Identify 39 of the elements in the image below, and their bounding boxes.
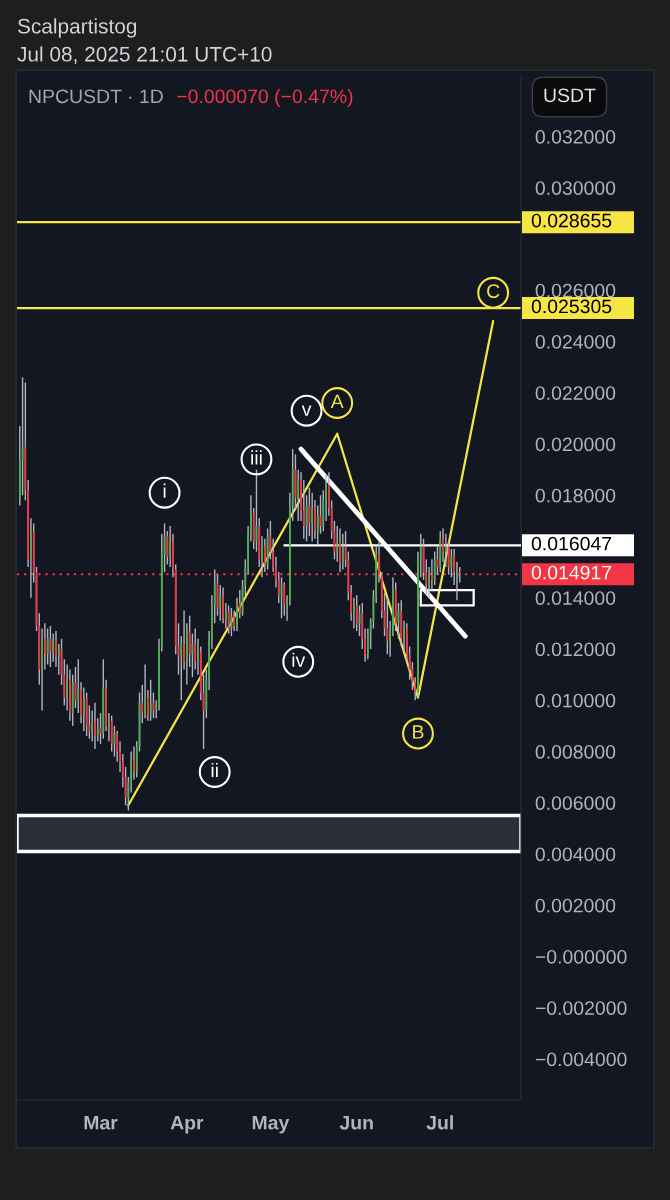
x-tick-label: Jul [426, 1115, 453, 1130]
y-tick-label: 0.032000 [535, 129, 616, 144]
y-tick-label: 0.030000 [535, 181, 616, 195]
y-tick-label: 0.018000 [535, 488, 616, 503]
y-tick-label: 0.026000 [535, 283, 616, 298]
y-tick-label: 0.020000 [535, 437, 616, 452]
annotation: −0.000070 (−0.47%) [177, 88, 353, 108]
y-tick-label: −0.002000 [535, 1001, 627, 1015]
annotation: v [301, 405, 312, 416]
chart-title: Scalpartistog [17, 18, 137, 38]
y-tick-label: 0.012000 [535, 642, 616, 657]
ref-line-label: 0.028655 [531, 213, 612, 228]
y-tick-label: 0.024000 [535, 334, 616, 349]
chart-subtitle: Jul 08, 2025 21:01 UTC+10 [17, 46, 272, 65]
y-tick-label: −0.004000 [535, 1052, 627, 1067]
x-tick-label: Mar [84, 1115, 118, 1130]
data-label: 0.016047 [531, 536, 612, 551]
y-tick-label: 0.022000 [535, 386, 616, 400]
y-tick-label: 0.010000 [535, 693, 616, 708]
annotation: iii [251, 450, 262, 465]
annotation: ii [211, 762, 218, 778]
annotation: NPCUSDT · 1D [29, 89, 163, 104]
annotation: i [163, 483, 166, 498]
y-tick-label: 0.008000 [535, 744, 616, 759]
x-tick-label: May [252, 1115, 290, 1134]
y-tick-label: 0.006000 [535, 796, 616, 810]
annotation: B [413, 725, 424, 739]
text: USDT [544, 88, 596, 103]
annotation: iv [292, 652, 306, 667]
x-tick-label: Jun [339, 1115, 373, 1130]
y-tick-label: 0.002000 [535, 898, 616, 913]
annotation: C [487, 284, 500, 299]
annotation: A [330, 394, 344, 409]
y-tick-label: 0.014000 [535, 591, 616, 605]
y-tick-label: −0.000000 [535, 949, 627, 964]
y-tick-label: 0.004000 [535, 847, 616, 862]
x-tick-label: Apr [170, 1115, 204, 1134]
ref-line-label: 0.014917 [531, 565, 612, 580]
ref-line-label: 0.025305 [531, 299, 612, 314]
